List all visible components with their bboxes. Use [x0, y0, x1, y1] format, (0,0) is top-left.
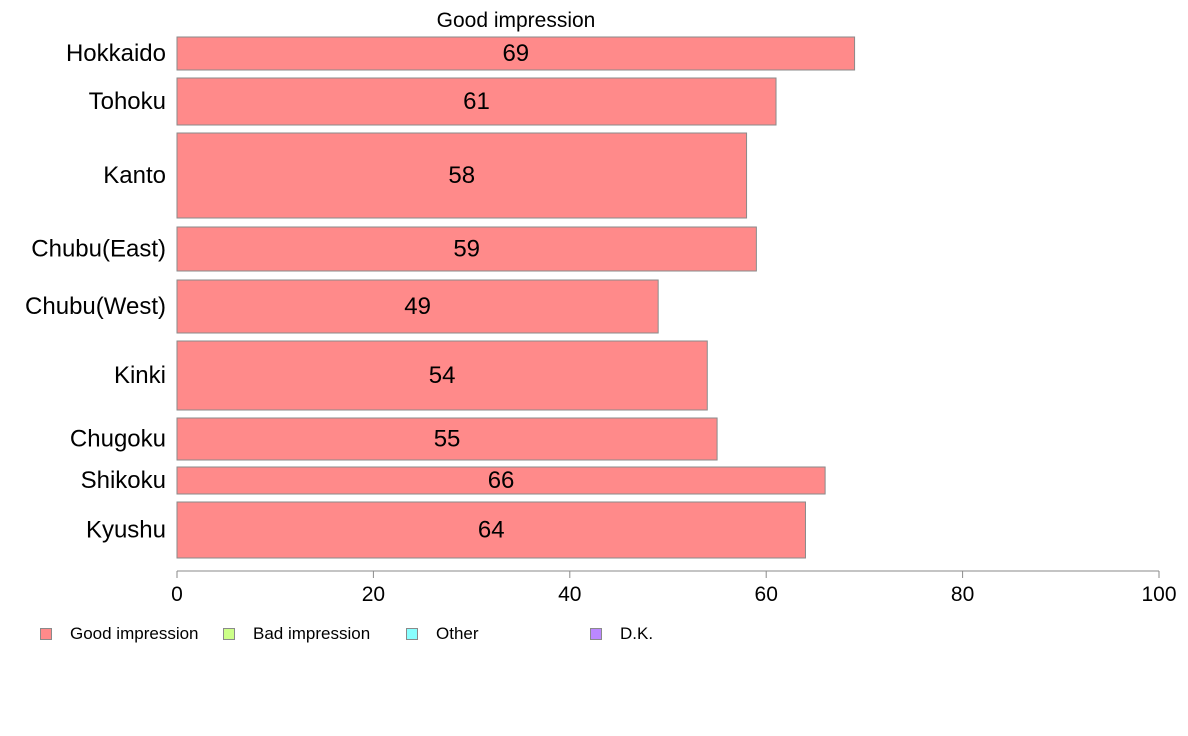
bar-chubu-west: [176, 279, 659, 334]
bar-kanto: [176, 132, 748, 219]
chart-title: Good impression: [437, 9, 596, 32]
legend-item-bad-impression: Bad impression: [223, 624, 370, 644]
legend-label: Other: [436, 624, 479, 643]
bar-tohoku: [176, 77, 777, 126]
data-label-kinki: 54: [429, 362, 456, 389]
category-label-hokkaido: Hokkaido: [66, 40, 166, 67]
legend-label: Bad impression: [253, 624, 371, 643]
x-tick-label: 80: [951, 583, 974, 606]
category-label-chubu-west: Chubu(West): [25, 293, 166, 320]
legend-label: Good impression: [70, 624, 199, 643]
data-label-tohoku: 61: [463, 88, 490, 115]
x-tick-label: 100: [1141, 583, 1176, 606]
data-label-chubu-east: 59: [453, 236, 480, 263]
bar-kinki: [176, 340, 708, 411]
legend-swatch: [590, 628, 602, 640]
legend-item-good-impression: Good impression: [40, 624, 199, 644]
legend-swatch: [223, 628, 235, 640]
legend-item-dk: D.K.: [590, 624, 653, 644]
x-tick-label: 0: [171, 583, 183, 606]
x-tick-label: 40: [558, 583, 581, 606]
data-label-kanto: 58: [448, 162, 475, 189]
category-label-kinki: Kinki: [114, 362, 166, 389]
bar-kyushu: [176, 501, 806, 559]
data-label-kyushu: 64: [478, 517, 505, 544]
legend-item-other: Other: [406, 624, 479, 644]
category-label-shikoku: Shikoku: [81, 467, 166, 494]
x-tick-label: 60: [755, 583, 778, 606]
data-label-hokkaido: 69: [502, 40, 529, 67]
x-tick-label: 20: [362, 583, 385, 606]
data-label-chubu-west: 49: [404, 293, 431, 320]
legend-swatch: [40, 628, 52, 640]
bar-chugoku: [176, 417, 718, 461]
bar-chubu-east: [176, 226, 757, 272]
data-label-shikoku: 66: [488, 467, 515, 494]
data-label-chugoku: 55: [434, 426, 461, 453]
category-label-kanto: Kanto: [103, 162, 166, 189]
category-label-kyushu: Kyushu: [86, 517, 166, 544]
legend-swatch: [406, 628, 418, 640]
category-label-tohoku: Tohoku: [89, 88, 166, 115]
category-label-chugoku: Chugoku: [70, 426, 166, 453]
category-label-chubu-east: Chubu(East): [31, 236, 166, 263]
legend: Good impression Bad impression Other D.K…: [40, 624, 740, 644]
bar-shikoku: [176, 466, 826, 495]
legend-label: D.K.: [620, 624, 654, 643]
bar-hokkaido: [176, 36, 856, 71]
